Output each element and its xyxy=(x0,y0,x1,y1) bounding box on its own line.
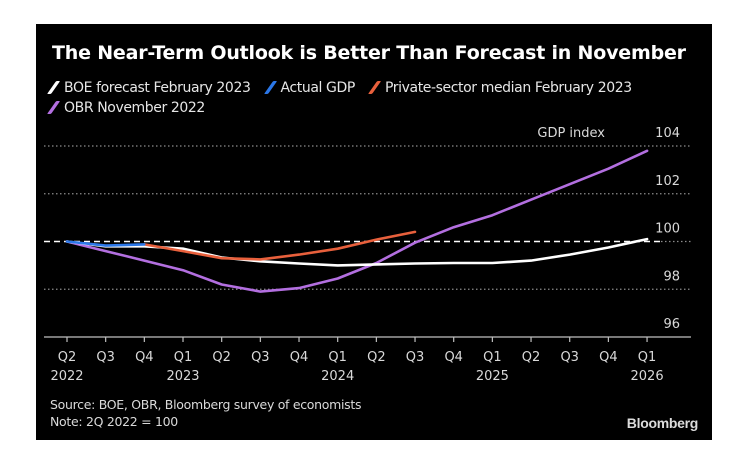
y-tick-label-104: 104 xyxy=(655,126,680,141)
x-tick-label-quarter: Q2 xyxy=(212,350,231,365)
x-tick-label-quarter: Q3 xyxy=(251,350,270,365)
x-tick-label-quarter: Q1 xyxy=(483,350,502,365)
chart-title: The Near-Term Outlook is Better Than For… xyxy=(52,42,686,64)
x-tick-label-year: 2024 xyxy=(321,369,354,384)
series-line-obr-november-2022 xyxy=(65,149,649,293)
source-note: Source: BOE, OBR, Bloomberg survey of ec… xyxy=(50,396,361,430)
y-tick-label-96: 96 xyxy=(663,317,680,332)
y-tick-label-98: 98 xyxy=(663,269,680,284)
x-tick-label-quarter: Q3 xyxy=(560,350,579,365)
line-chart: 96 98 100 102 104 GDP index Q2 2022 Q3 Q4 Q1 2023… xyxy=(44,126,691,384)
y-axis-title: GDP index xyxy=(537,126,605,141)
legend-label-private-sector: Private-sector median February 2023 xyxy=(384,80,632,96)
legend-item-private-sector: Private-sector median February 2023 xyxy=(368,79,632,96)
x-axis: Q2 2022 Q3 Q4 Q1 2023 Q2 Q3 Q4 Q1 2024 Q2 Q3 Q4 Q1 2025… xyxy=(44,336,691,384)
x-tick-label-quarter: Q4 xyxy=(290,350,309,365)
series-line-actual-gdp xyxy=(65,240,146,247)
legend-label-actual-gdp: Actual GDP xyxy=(280,80,356,96)
y-tick-label-102: 102 xyxy=(655,174,680,189)
bloomberg-logo: Bloomberg xyxy=(626,415,699,431)
x-tick-label-year: 2026 xyxy=(631,369,664,384)
x-tick-label-quarter: Q2 xyxy=(367,350,386,365)
series-line-private-sector-median-february-2023 xyxy=(143,230,417,261)
legend-label-obr: OBR November 2022 xyxy=(64,100,205,116)
gridlines xyxy=(44,145,691,290)
note-text: Note: 2Q 2022 = 100 xyxy=(50,414,178,429)
legend-label-boe: BOE forecast February 2023 xyxy=(64,80,251,96)
x-tick-label-quarter: Q2 xyxy=(58,350,77,365)
x-tick-label-quarter: Q3 xyxy=(406,350,425,365)
legend-row-2: OBR November 2022 xyxy=(47,99,215,116)
x-tick-label-quarter: Q1 xyxy=(638,350,657,365)
y-tick-label-100: 100 xyxy=(655,222,680,237)
legend-row-1: BOE forecast February 2023 Actual GDP Pr… xyxy=(47,79,642,96)
chart-card: The Near-Term Outlook is Better Than For… xyxy=(36,24,712,440)
series-lines xyxy=(65,149,649,293)
legend-item-actual-gdp: Actual GDP xyxy=(263,79,356,96)
x-tick-label-quarter: Q4 xyxy=(444,350,463,365)
x-tick-label-quarter: Q4 xyxy=(135,350,154,365)
x-tick-label-year: 2023 xyxy=(166,369,199,384)
x-tick-label-quarter: Q1 xyxy=(328,350,347,365)
source-text: Source: BOE, OBR, Bloomberg survey of ec… xyxy=(50,397,362,412)
legend-item-boe: BOE forecast February 2023 xyxy=(47,79,251,96)
x-tick-label-quarter: Q4 xyxy=(599,350,618,365)
y-axis-labels: 96 98 100 102 104 xyxy=(655,126,680,332)
legend-item-obr: OBR November 2022 xyxy=(47,99,205,116)
x-tick-label-quarter: Q2 xyxy=(522,350,541,365)
x-tick-label-year: 2025 xyxy=(476,369,509,384)
x-tick-label-quarter: Q1 xyxy=(174,350,193,365)
x-tick-label-year: 2022 xyxy=(50,369,83,384)
x-tick-label-quarter: Q3 xyxy=(96,350,115,365)
